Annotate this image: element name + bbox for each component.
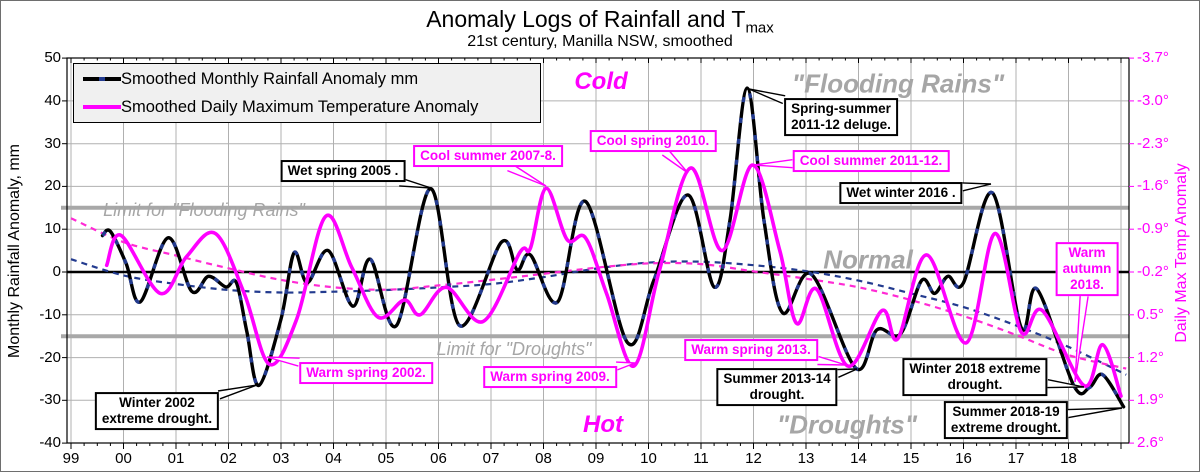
callout-cool-summer-2007-8: Cool summer 2007-8. [413, 145, 563, 167]
chart-subtitle: 21st century, Manilla NSW, smoothed [467, 33, 733, 50]
zone-label-limit-droughts: Limit for "Droughts" [436, 339, 592, 360]
callout-leader2-warm-autumn-2018 [1074, 296, 1089, 383]
left-axis-title: Monthly Rainfall Anomaly, mm [6, 144, 23, 358]
callout-leader2-cool-spring-2010 [667, 148, 689, 174]
callout-wet-spring-2005: Wet spring 2005 . [280, 160, 406, 182]
callout-warm-spring-2013: Warm spring 2013. [684, 339, 818, 361]
callout-leader-cool-summer-2011-12 [753, 159, 793, 166]
zone-label-normal: Normal [823, 244, 913, 275]
callout-leader2-wet-spring-2005 [400, 177, 432, 189]
zone-label-cold: Cold [574, 67, 628, 95]
callout-leader2-summer-2018-19-extreme-drought [1067, 407, 1123, 411]
legend-row-rainfall: Smoothed Monthly Rainfall Anomaly mm [74, 65, 540, 93]
callout-leader-warm-autumn-2018 [1074, 295, 1081, 383]
callout-leader-wet-spring-2005 [399, 185, 432, 189]
zone-label-hot: Hot [583, 410, 623, 438]
zone-label-droughts: "Droughts" [776, 409, 918, 440]
zone-label-limit-flooding-rains: Limit for "Flooding Rains" [103, 200, 305, 221]
callout-leader2-summer-2013-14-drought [836, 368, 858, 371]
callout-leader2-spring-summer-2011-12-deluge [748, 88, 784, 105]
callout-leader2-winter-2002-extreme-drought [217, 384, 258, 392]
legend-row-temperature: Smoothed Daily Maximum Temperature Anoma… [74, 93, 540, 121]
callout-leader-wet-winter-2016 [962, 183, 992, 192]
callout-summer-2013-14-drought: Summer 2013-14 drought. [716, 368, 838, 406]
rainfall-line-swatch-icon [83, 77, 121, 81]
temperature-series-line [104, 163, 1123, 398]
callout-winter-2018-extreme-drought: Winter 2018 extreme drought. [902, 358, 1048, 396]
callout-spring-summer-2011-12-deluge: Spring-summer 2011-12 deluge. [784, 98, 898, 136]
rainfall-legend-label: Smoothed Monthly Rainfall Anomaly mm [121, 69, 419, 88]
callout-leader2-cool-summer-2007-8 [510, 162, 547, 187]
rainfall-series-line [100, 86, 1126, 409]
callout-leader2-warm-spring-2013 [818, 355, 847, 366]
callout-leader-cool-summer-2007-8 [507, 169, 547, 187]
callout-leader-warm-spring-2009 [617, 362, 636, 371]
callout-leader2-winter-2018-extreme-drought [1047, 379, 1085, 388]
callout-leader-cool-spring-2010 [661, 154, 689, 174]
callout-pointer-cool-spring-2010 [662, 149, 688, 173]
temperature-legend-label: Smoothed Daily Maximum Temperature Anoma… [121, 97, 479, 116]
plot-frame [66, 57, 1130, 444]
callout-winter-2002-extreme-drought: Winter 2002 extreme drought. [94, 392, 220, 430]
callout-summer-2018-19-extreme-drought: Summer 2018-19 extreme drought. [943, 401, 1069, 439]
temperature-line-swatch-icon [83, 105, 121, 109]
callout-leader2-warm-spring-2009 [616, 361, 636, 364]
legend: Smoothed Monthly Rainfall Anomaly mm Smo… [73, 63, 541, 123]
callout-leader2-cool-summer-2011-12 [753, 164, 793, 169]
callout-warm-autumn-2018: Warm autumn 2018. [1055, 242, 1119, 296]
title-subscript: max [745, 19, 774, 37]
title-main: Anomaly Logs of Rainfall and T [426, 6, 746, 32]
callout-leader2-warm-spring-2002 [266, 356, 299, 367]
callout-cool-spring-2010: Cool spring 2010. [589, 130, 717, 152]
zone-label-flooding-rains: "Flooding Rains" [791, 68, 1005, 99]
callout-leader-winter-2002-extreme-drought [219, 384, 258, 400]
callout-warm-spring-2009: Warm spring 2009. [483, 366, 617, 388]
callout-warm-spring-2002: Warm spring 2002. [299, 362, 433, 384]
callout-leader-summer-2013-14-drought [838, 368, 858, 378]
callout-leader-winter-2018-extreme-drought [1047, 386, 1085, 389]
callout-leader2-wet-winter-2016 [962, 182, 992, 185]
callout-leader-summer-2018-19-extreme-drought [1068, 407, 1123, 419]
callout-wet-winter-2016: Wet winter 2016 . [839, 182, 963, 204]
callout-leader-warm-spring-2013 [817, 363, 847, 366]
callout-leader-warm-spring-2002 [266, 356, 300, 359]
page-title: Anomaly Logs of Rainfall and Tmax [1, 6, 1199, 37]
callout-leader-spring-summer-2011-12-deluge [748, 88, 786, 97]
right-axis-title: Daily Max Temp Anomaly [1173, 163, 1190, 343]
callout-cool-summer-2011-12: Cool summer 2011-12. [792, 150, 950, 172]
